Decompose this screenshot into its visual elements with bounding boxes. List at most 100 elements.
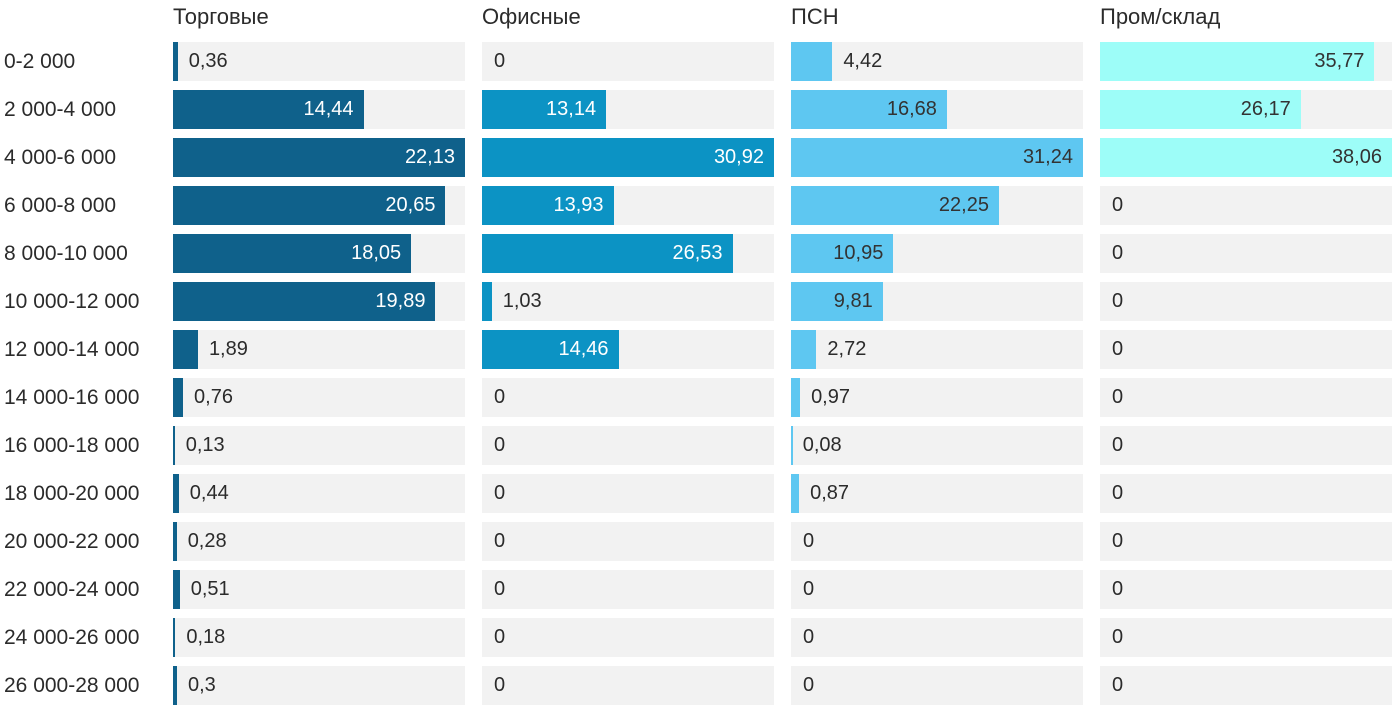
bar [173, 282, 436, 321]
bar [482, 186, 614, 225]
bar-track: 0 [1100, 282, 1392, 321]
bar-track: 0,44 [173, 474, 465, 513]
bar-value-label: 0,08 [802, 434, 842, 456]
bar-value-label: 0,97 [811, 386, 850, 408]
bar [173, 186, 446, 225]
bar [482, 234, 733, 273]
bar-value-label: 16,68 [886, 98, 937, 120]
bar-track: 19,89 [173, 282, 465, 321]
bar-track: 0 [1100, 666, 1392, 705]
bar-value-label: 0 [1112, 386, 1124, 408]
bar-value-label: 0,18 [186, 626, 226, 648]
bar [791, 186, 999, 225]
bar-track: 0 [791, 666, 1083, 705]
bar-track: 13,14 [482, 90, 774, 129]
header-spacer [4, 4, 156, 33]
bar-value-label: 10,95 [833, 242, 884, 264]
bar [1100, 42, 1375, 81]
bar-value-label: 31,24 [1022, 146, 1073, 168]
column-header-prom-sklad: Пром/склад [1100, 4, 1221, 29]
bar-value-label: 0,87 [810, 482, 850, 504]
bar-value-label: 4,42 [843, 50, 883, 72]
category-label: 24 000-26 000 [4, 626, 140, 649]
bar-track: 9,81 [791, 282, 1083, 321]
bar-track: 0,87 [791, 474, 1083, 513]
category-label: 18 000-20 000 [4, 482, 140, 505]
bar-value-label: 0 [1112, 578, 1124, 600]
bar-value-label: 0 [1112, 674, 1124, 696]
bar-track: 4,42 [791, 42, 1083, 81]
category-label: 8 000-10 000 [4, 242, 128, 265]
bar-value-label: 26,17 [1240, 98, 1291, 120]
bar-value-label: 0 [1112, 434, 1124, 456]
bar-track: 14,44 [173, 90, 465, 129]
bar-track: 0 [482, 522, 774, 561]
bar-track: 0 [482, 666, 774, 705]
bar-value-label: 0 [494, 386, 506, 408]
bar-track: 0,76 [173, 378, 465, 417]
bar-track: 0 [1100, 330, 1392, 369]
bar [791, 42, 833, 81]
bar [173, 522, 177, 561]
bar [173, 618, 176, 657]
bar [791, 426, 793, 465]
bar-track: 16,68 [791, 90, 1083, 129]
bar-track: 30,92 [482, 138, 774, 177]
bar-value-label: 0 [803, 578, 815, 600]
bar-value-label: 0 [494, 674, 506, 696]
bar-value-label: 0 [494, 578, 506, 600]
category-label: 22 000-24 000 [4, 578, 140, 601]
bar-value-label: 0 [494, 50, 506, 72]
category-label: 6 000-8 000 [4, 194, 117, 217]
bar-value-label: 14,46 [558, 338, 609, 360]
bar-value-label: 0 [1112, 242, 1124, 264]
category-label: 12 000-14 000 [4, 338, 140, 361]
bar-value-label: 22,25 [938, 194, 989, 216]
bar-track: 0,51 [173, 570, 465, 609]
bar-value-label: 0,51 [190, 578, 230, 600]
bar [791, 330, 817, 369]
bar-value-label: 0 [1112, 626, 1124, 648]
bar-track: 26,17 [1100, 90, 1392, 129]
bar-track: 0,08 [791, 426, 1083, 465]
bar-track: 0,3 [173, 666, 465, 705]
bar-track: 0,28 [173, 522, 465, 561]
bar [791, 474, 800, 513]
bar [173, 474, 179, 513]
bar-track: 0 [1100, 234, 1392, 273]
bar [482, 330, 619, 369]
bar-track: 0 [482, 570, 774, 609]
bar-track: 10,95 [791, 234, 1083, 273]
column-header-ofisnye: Офисные [482, 4, 581, 29]
category-label: 26 000-28 000 [4, 674, 140, 697]
bar [791, 234, 894, 273]
bar [791, 138, 1083, 177]
bar [173, 378, 184, 417]
bar-value-label: 0 [494, 626, 506, 648]
bar-track: 1,03 [482, 282, 774, 321]
bar-value-label: 0,36 [188, 50, 228, 72]
bar [791, 90, 947, 129]
bar-value-label: 0 [803, 530, 815, 552]
bar-track: 0 [482, 426, 774, 465]
column-header-torgovye: Торговые [173, 4, 269, 29]
bar-track: 0 [791, 522, 1083, 561]
bar-track: 0 [1100, 186, 1392, 225]
bar-track: 0 [1100, 426, 1392, 465]
bar [482, 282, 492, 321]
bar-value-label: 0,28 [187, 530, 227, 552]
bar-track: 0,18 [173, 618, 465, 657]
bar-value-label: 9,81 [833, 290, 873, 312]
bar-value-label: 2,72 [827, 338, 867, 360]
category-label: 10 000-12 000 [4, 290, 140, 313]
bar-value-label: 18,05 [351, 242, 402, 264]
column-header-psn: ПСН [791, 4, 839, 29]
bar-value-label: 0 [1112, 290, 1124, 312]
bar [173, 138, 465, 177]
bar-value-label: 0,3 [187, 674, 216, 696]
bar-value-label: 19,89 [375, 290, 426, 312]
bar-value-label: 38,06 [1331, 146, 1382, 168]
bar [173, 426, 175, 465]
bar-track: 26,53 [482, 234, 774, 273]
